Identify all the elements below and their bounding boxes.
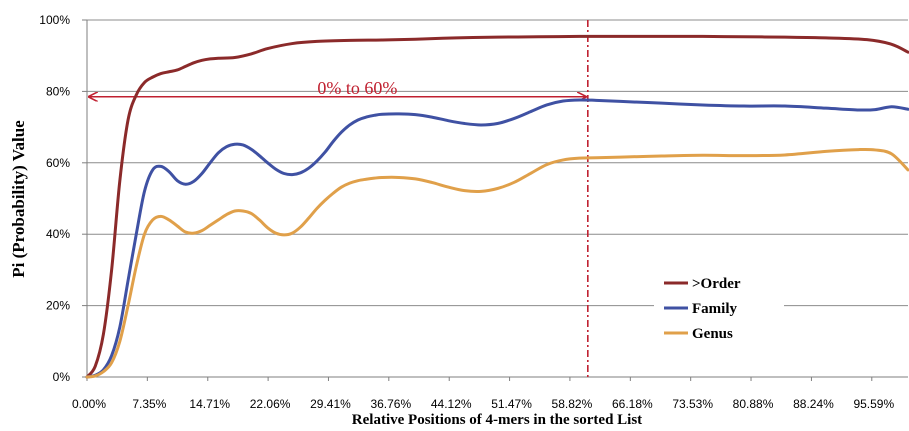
annotation-label: 0% to 60% [317,78,397,98]
y-tick-labels: 0% 20% 40% 60% 80% 100% [39,13,70,384]
series-lines [85,34,909,379]
legend-label: Genus [692,326,733,342]
x-tick-label: 0.00% [72,397,106,411]
y-tick-label: 60% [46,156,70,170]
annotation: 0% to 60% [89,20,589,377]
x-tick-label: 88.24% [793,397,834,411]
x-tick-label: 29.41% [310,397,351,411]
legend-label: >Order [692,276,741,292]
x-axis-title: Relative Positions of 4-mers in the sort… [352,412,642,428]
y-tick-label: 80% [46,84,70,98]
x-tick-label: 7.35% [132,397,166,411]
axes [82,19,908,381]
x-tick-label: 22.06% [250,397,291,411]
series-line-0 [85,34,909,379]
x-tick-label: 58.82% [552,397,593,411]
y-tick-label: 40% [46,227,70,241]
x-tick-label: 44.12% [431,397,472,411]
x-tick-label: 66.18% [612,397,653,411]
series-line-1 [85,98,909,379]
x-tick-label: 36.76% [370,397,411,411]
x-tick-label: 14.71% [189,397,230,411]
y-tick-label: 100% [39,13,70,27]
x-tick-labels: 0.00% 7.35% 14.71% 22.06% 29.41% 36.76% 44.12%… [72,397,894,411]
series-line-2 [85,147,909,379]
legend-label: Family [692,301,737,317]
y-tick-label: 20% [46,299,70,313]
x-tick-label: 95.59% [853,397,894,411]
x-tick-label: 51.47% [491,397,532,411]
y-axis-title: Pi (Probability) Value [9,120,28,278]
legend: >Order Family Genus [654,267,784,351]
y-tick-label: 0% [53,370,71,384]
x-tick-label: 73.53% [672,397,713,411]
x-tick-label: 80.88% [733,397,774,411]
